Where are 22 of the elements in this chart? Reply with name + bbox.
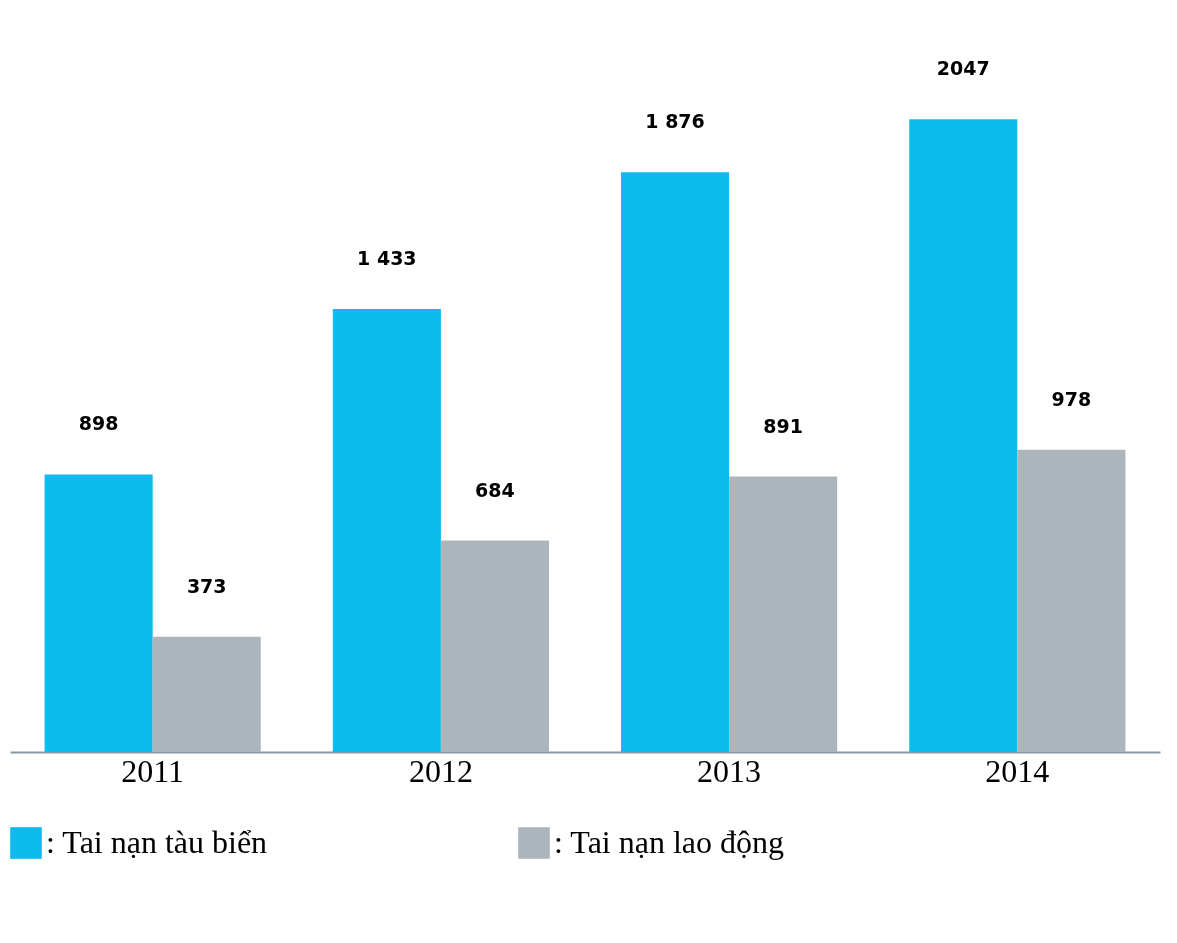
data-label: 978: [1051, 387, 1092, 410]
data-label: 891: [763, 414, 803, 437]
x-tick-label: 2013: [697, 752, 762, 789]
bar: [152, 636, 261, 752]
data-label: 373: [186, 574, 227, 597]
x-tick-label: 2014: [985, 752, 1050, 789]
bar: [332, 309, 441, 752]
bar: [1017, 449, 1126, 752]
bar: [44, 474, 153, 752]
legend-label: : Tai nạn lao động: [554, 824, 785, 860]
legend-label: : Tai nạn tàu biển: [46, 824, 268, 860]
x-tick-label: 2011: [121, 752, 185, 789]
bar: [729, 476, 838, 752]
bar: [909, 119, 1018, 752]
bar: [440, 540, 549, 752]
x-tick-label: 2012: [408, 752, 473, 789]
data-label: 2047: [936, 57, 990, 80]
data-label: 1 876: [645, 110, 705, 133]
data-label: 1 433: [357, 247, 417, 270]
data-label: 898: [78, 412, 119, 435]
bar: [621, 172, 730, 752]
data-label: 684: [475, 478, 515, 501]
